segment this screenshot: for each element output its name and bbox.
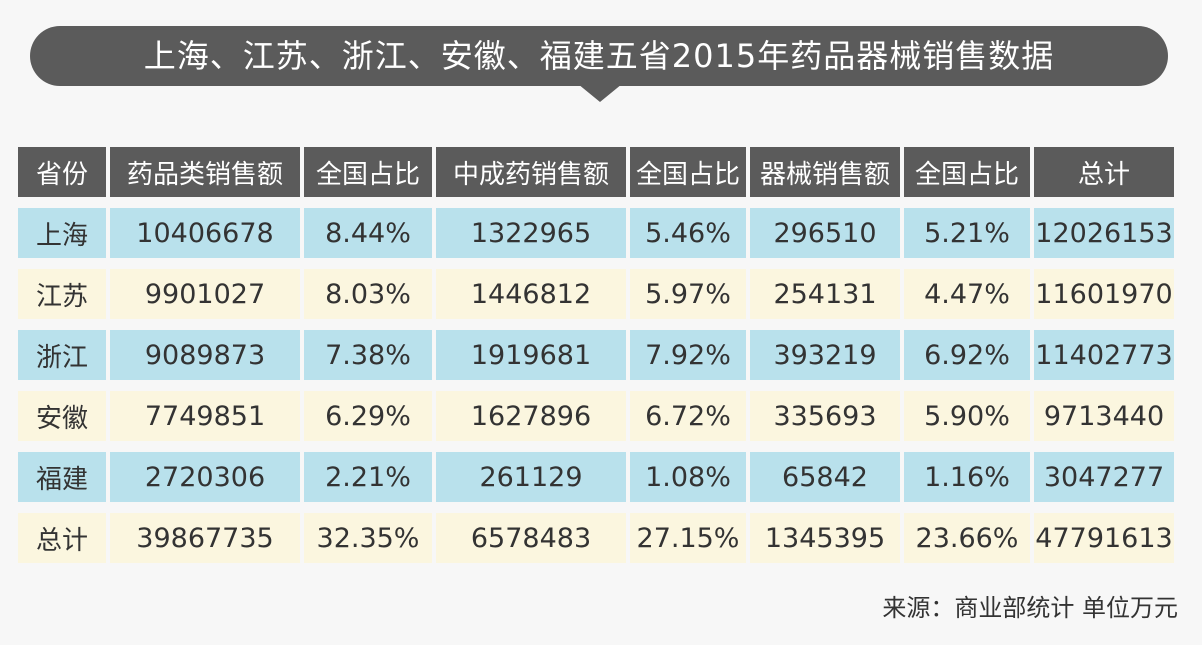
table-cell: 261129 <box>436 452 626 502</box>
table-cell: 1345395 <box>750 513 900 563</box>
table-cell: 9901027 <box>110 269 300 319</box>
table-total-row: 总计 39867735 32.35% 6578483 27.15% 134539… <box>18 513 1174 563</box>
page-title: 上海、江苏、浙江、安徽、福建五省2015年药品器械销售数据 <box>30 26 1168 86</box>
table-cell: 5.90% <box>904 391 1030 441</box>
province-cell: 福建 <box>18 452 106 502</box>
province-cell: 上海 <box>18 208 106 258</box>
column-header: 全国占比 <box>904 147 1030 197</box>
table-row: 福建 2720306 2.21% 261129 1.08% 65842 1.16… <box>18 452 1174 502</box>
table-cell: 9089873 <box>110 330 300 380</box>
column-header: 中成药销售额 <box>436 147 626 197</box>
column-header: 全国占比 <box>304 147 432 197</box>
table-cell: 5.46% <box>630 208 746 258</box>
table-cell: 2720306 <box>110 452 300 502</box>
table-cell: 12026153 <box>1034 208 1174 258</box>
table-cell: 6578483 <box>436 513 626 563</box>
province-cell: 江苏 <box>18 269 106 319</box>
table-cell: 6.29% <box>304 391 432 441</box>
table-cell: 2.21% <box>304 452 432 502</box>
table-cell: 27.15% <box>630 513 746 563</box>
table-cell: 8.44% <box>304 208 432 258</box>
table-cell: 1.16% <box>904 452 1030 502</box>
table-cell: 39867735 <box>110 513 300 563</box>
table-header-row: 省份 药品类销售额 全国占比 中成药销售额 全国占比 器械销售额 全国占比 总计 <box>18 147 1174 197</box>
table-cell: 5.21% <box>904 208 1030 258</box>
table-cell: 6.72% <box>630 391 746 441</box>
table-cell: 3047277 <box>1034 452 1174 502</box>
title-pointer <box>578 84 622 102</box>
table-cell: 7.38% <box>304 330 432 380</box>
column-header: 总计 <box>1034 147 1174 197</box>
total-label-cell: 总计 <box>18 513 106 563</box>
column-header: 药品类销售额 <box>110 147 300 197</box>
table-cell: 6.92% <box>904 330 1030 380</box>
table-cell: 5.97% <box>630 269 746 319</box>
table-cell: 10406678 <box>110 208 300 258</box>
table-cell: 393219 <box>750 330 900 380</box>
column-header: 器械销售额 <box>750 147 900 197</box>
table-cell: 32.35% <box>304 513 432 563</box>
table-row: 上海 10406678 8.44% 1322965 5.46% 296510 5… <box>18 208 1174 258</box>
table-cell: 1.08% <box>630 452 746 502</box>
source-note: 来源：商业部统计 单位万元 <box>882 594 1178 622</box>
table-cell: 335693 <box>750 391 900 441</box>
table-cell: 1919681 <box>436 330 626 380</box>
table-cell: 11601970 <box>1034 269 1174 319</box>
table-cell: 23.66% <box>904 513 1030 563</box>
table-cell: 11402773 <box>1034 330 1174 380</box>
sales-table: 省份 药品类销售额 全国占比 中成药销售额 全国占比 器械销售额 全国占比 总计… <box>14 136 1178 574</box>
province-cell: 安徽 <box>18 391 106 441</box>
table-cell: 47791613 <box>1034 513 1174 563</box>
table-cell: 9713440 <box>1034 391 1174 441</box>
table-row: 安徽 7749851 6.29% 1627896 6.72% 335693 5.… <box>18 391 1174 441</box>
table-cell: 8.03% <box>304 269 432 319</box>
table-cell: 7749851 <box>110 391 300 441</box>
province-cell: 浙江 <box>18 330 106 380</box>
column-header: 全国占比 <box>630 147 746 197</box>
table-cell: 7.92% <box>630 330 746 380</box>
table-cell: 1627896 <box>436 391 626 441</box>
table-cell: 1446812 <box>436 269 626 319</box>
table-row: 浙江 9089873 7.38% 1919681 7.92% 393219 6.… <box>18 330 1174 380</box>
table-cell: 254131 <box>750 269 900 319</box>
column-header: 省份 <box>18 147 106 197</box>
table-cell: 65842 <box>750 452 900 502</box>
table-cell: 1322965 <box>436 208 626 258</box>
table-row: 江苏 9901027 8.03% 1446812 5.97% 254131 4.… <box>18 269 1174 319</box>
table-cell: 4.47% <box>904 269 1030 319</box>
table-cell: 296510 <box>750 208 900 258</box>
